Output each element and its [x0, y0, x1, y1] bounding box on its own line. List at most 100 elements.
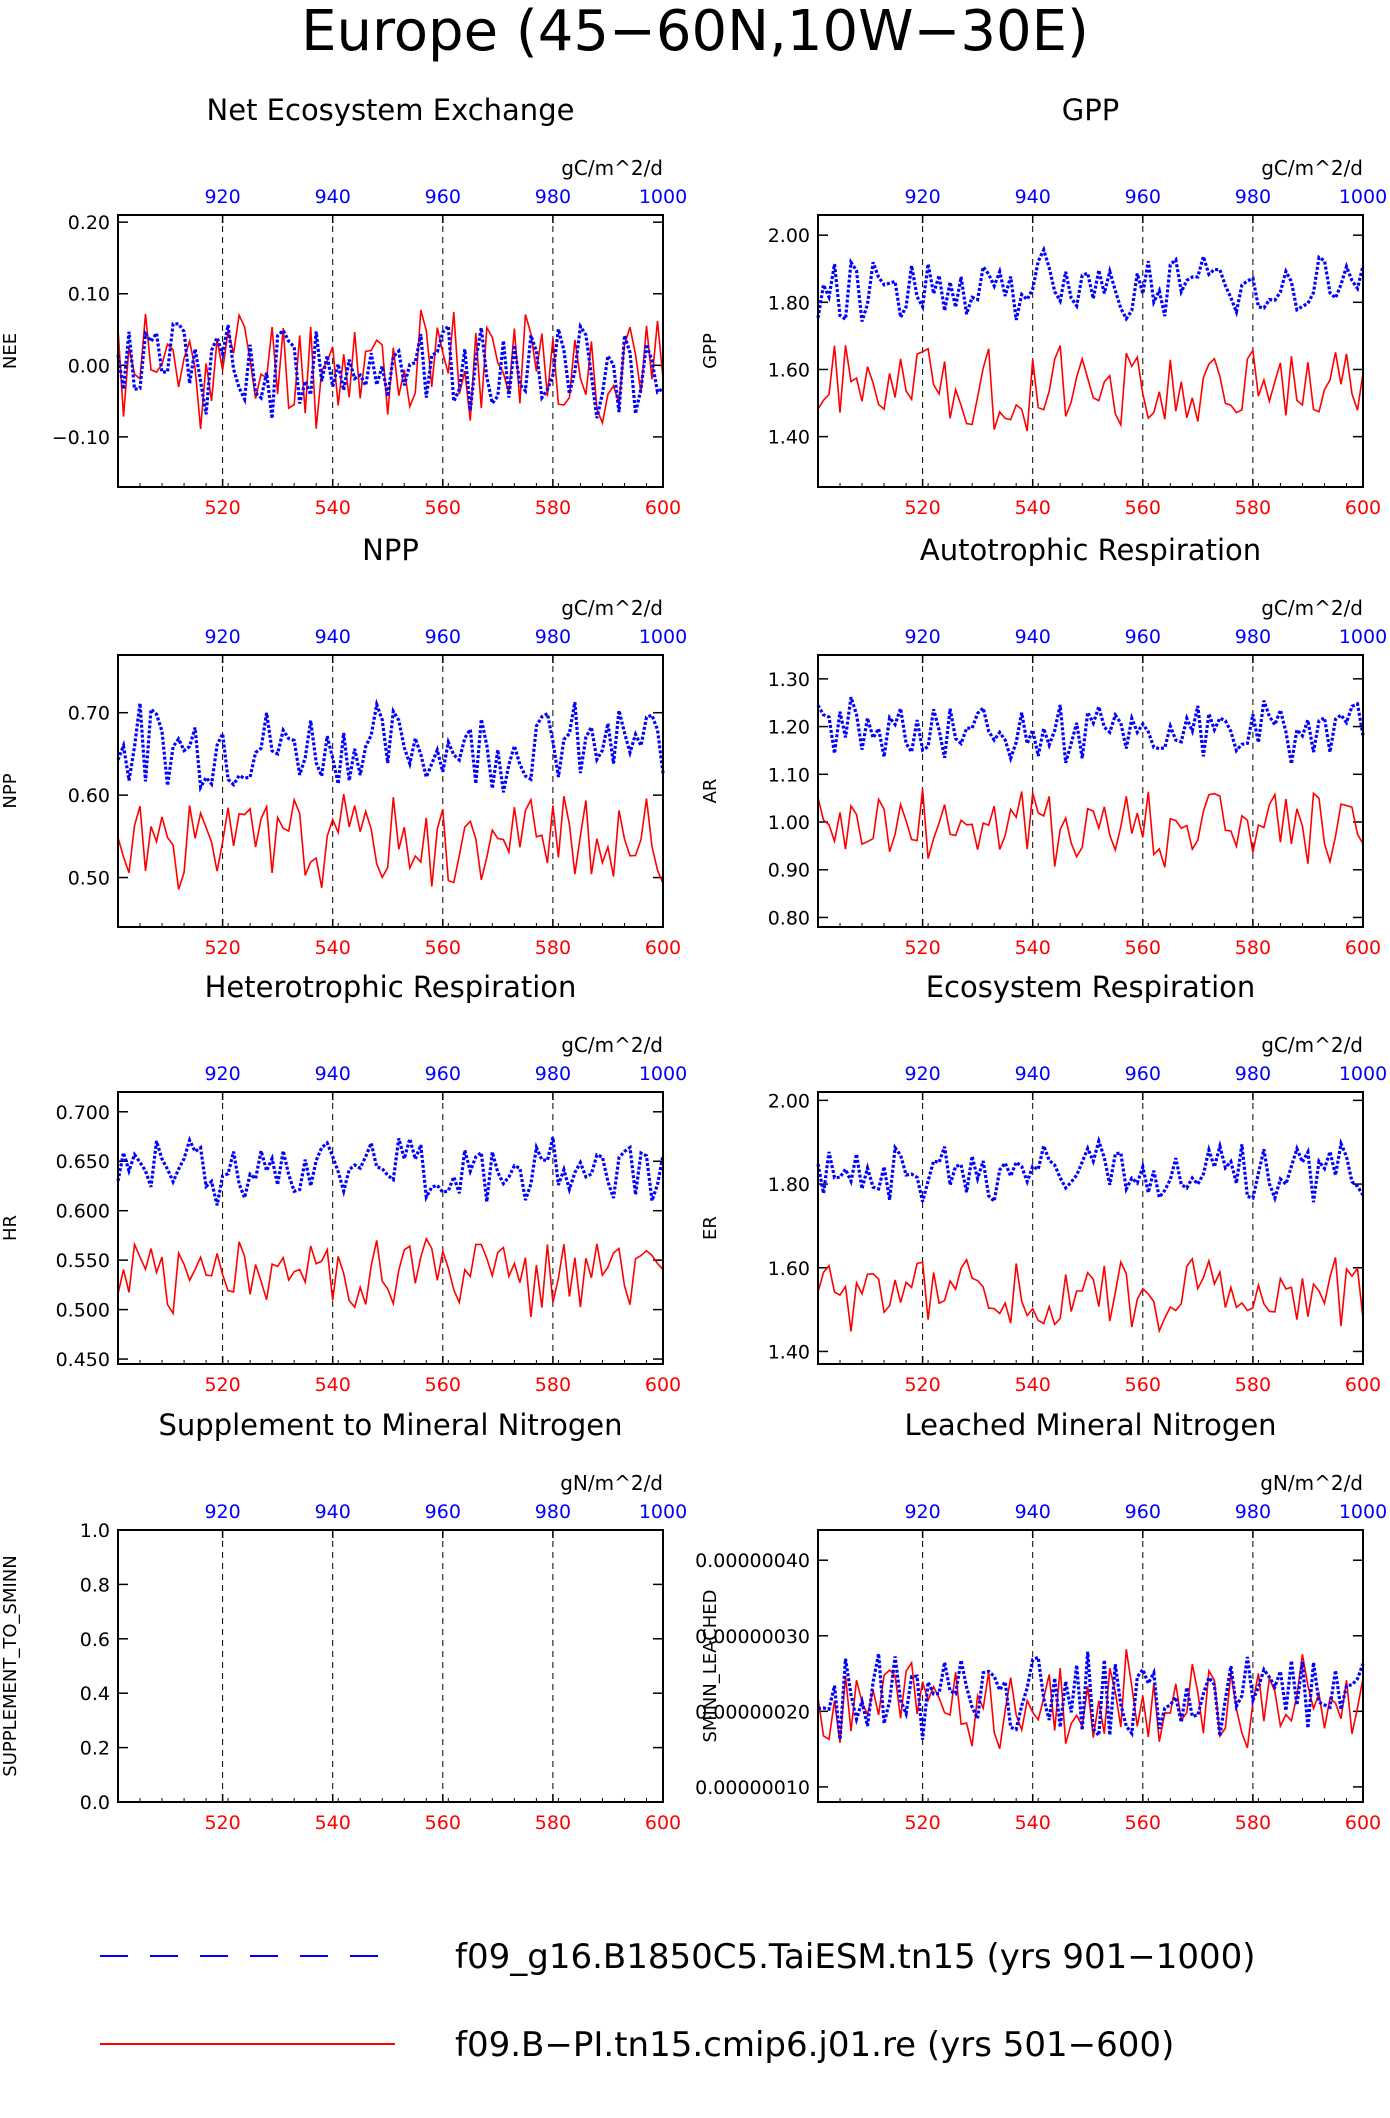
top-tick-label: 940 — [1015, 186, 1051, 208]
units-label: gC/m^2/d — [1261, 1033, 1363, 1057]
plot-frame — [817, 654, 1364, 928]
x-tick-label: 520 — [204, 1812, 240, 1834]
x-tick-label: 580 — [1235, 937, 1271, 959]
panel-7: Leached Mineral Nitrogen gN/m^2/d SMINN_LE… — [695, 1408, 1387, 1834]
x-tick-label: 560 — [425, 1374, 461, 1396]
y-tick-label: 0.20 — [68, 212, 110, 234]
y-tick-label: 0.8 — [80, 1574, 110, 1596]
units-label: gC/m^2/d — [1261, 156, 1363, 180]
series-line-blue — [816, 245, 1365, 323]
y-axis-label: SUPPLEMENT_TO_SMINN — [0, 1555, 21, 1776]
top-tick-label: 920 — [904, 1501, 940, 1523]
y-tick-label: 0.10 — [68, 284, 110, 306]
units-label: gC/m^2/d — [561, 156, 663, 180]
top-tick-label: 980 — [535, 626, 571, 648]
panel-2: NPP gC/m^2/d NPP 520 540 560 580 600 920 940 960 98… — [0, 533, 687, 959]
top-tick-label: 940 — [315, 1501, 351, 1523]
top-tick-label: 960 — [425, 186, 461, 208]
top-tick-label: 940 — [315, 1063, 351, 1085]
panel-4: Heterotrophic Respiration gC/m^2/d HR 520 54… — [0, 970, 687, 1396]
y-tick-label: 0.90 — [768, 860, 810, 882]
x-tick-label: 540 — [315, 1812, 351, 1834]
x-tick-label: 600 — [1345, 937, 1381, 959]
top-tick-label: 920 — [204, 186, 240, 208]
y-tick-label: 0.650 — [56, 1151, 110, 1173]
series-line-red — [117, 309, 664, 430]
x-tick-label: 540 — [1015, 937, 1051, 959]
x-tick-label: 580 — [1235, 1374, 1271, 1396]
x-tick-label: 600 — [645, 1374, 681, 1396]
x-tick-label: 540 — [315, 937, 351, 959]
panels-group: Net Ecosystem Exchange gC/m^2/d NEE 520 540 5… — [0, 93, 1387, 1834]
top-tick-label: 960 — [1125, 186, 1161, 208]
series-line-red — [817, 789, 1364, 868]
y-tick-label: 1.10 — [768, 764, 810, 786]
panel-1: GPP gC/m^2/d GPP 520 540 560 580 600 920 940 960 98… — [700, 93, 1387, 519]
x-tick-label: 600 — [645, 497, 681, 519]
top-tick-label: 1000 — [1339, 1063, 1387, 1085]
top-tick-label: 960 — [1125, 626, 1161, 648]
y-tick-label: 0.00000020 — [695, 1701, 810, 1723]
panel-title: Heterotrophic Respiration — [205, 970, 577, 1004]
top-tick-label: 940 — [1015, 1501, 1051, 1523]
units-label: gC/m^2/d — [561, 1033, 663, 1057]
series-line-blue — [817, 1651, 1365, 1740]
top-tick-label: 980 — [1235, 1501, 1271, 1523]
y-axis-label: NPP — [0, 773, 21, 808]
top-tick-label: 1000 — [639, 186, 687, 208]
y-tick-label: 1.00 — [768, 812, 810, 834]
series-line-blue — [816, 696, 1365, 765]
y-axis-label: HR — [0, 1215, 21, 1241]
plot-frame — [817, 1091, 1364, 1365]
top-tick-label: 920 — [904, 1063, 940, 1085]
panel-5: Ecosystem Respiration gC/m^2/d ER 520 540 560… — [700, 970, 1387, 1396]
units-label: gN/m^2/d — [1260, 1471, 1363, 1495]
x-tick-label: 580 — [1235, 497, 1271, 519]
units-label: gN/m^2/d — [560, 1471, 663, 1495]
panel-title: Autotrophic Respiration — [920, 533, 1261, 567]
y-axis-label: ER — [700, 1216, 721, 1240]
panel-title: Leached Mineral Nitrogen — [904, 1408, 1276, 1442]
x-tick-label: 540 — [1015, 497, 1051, 519]
y-tick-label: 2.00 — [768, 225, 810, 247]
x-tick-label: 520 — [204, 937, 240, 959]
top-tick-label: 1000 — [1339, 1501, 1387, 1523]
plot-frame — [117, 654, 664, 928]
y-tick-label: 0.70 — [68, 703, 110, 725]
x-tick-label: 600 — [645, 937, 681, 959]
top-tick-label: 960 — [425, 1501, 461, 1523]
top-tick-label: 920 — [904, 186, 940, 208]
x-tick-label: 560 — [425, 497, 461, 519]
series-line-red — [117, 1236, 664, 1318]
x-tick-label: 540 — [315, 1374, 351, 1396]
y-tick-label: 1.30 — [768, 669, 810, 691]
y-tick-label: 0.00 — [68, 355, 110, 377]
y-tick-label: 0.550 — [56, 1250, 110, 1272]
x-tick-label: 520 — [904, 1812, 940, 1834]
y-tick-label: 1.60 — [768, 1258, 810, 1280]
top-tick-label: 980 — [1235, 186, 1271, 208]
y-tick-label: 0.500 — [56, 1300, 110, 1322]
y-tick-label: 1.0 — [80, 1520, 110, 1542]
legend: f09_g16.B1850C5.TaiESM.tn15 (yrs 901−100… — [100, 1937, 1256, 2065]
top-tick-label: 1000 — [1339, 186, 1387, 208]
plot-frame — [817, 1529, 1364, 1803]
series-line-red — [117, 793, 664, 890]
x-tick-label: 580 — [535, 937, 571, 959]
top-tick-label: 980 — [1235, 626, 1271, 648]
y-tick-label: 0.600 — [56, 1201, 110, 1223]
y-tick-label: 0.4 — [80, 1683, 110, 1705]
x-tick-label: 580 — [535, 1812, 571, 1834]
plot-frame — [117, 1529, 664, 1803]
top-tick-label: 1000 — [639, 1501, 687, 1523]
top-tick-label: 940 — [315, 186, 351, 208]
x-tick-label: 580 — [535, 497, 571, 519]
x-tick-label: 520 — [904, 497, 940, 519]
x-tick-label: 580 — [535, 1374, 571, 1396]
legend-label: f09_g16.B1850C5.TaiESM.tn15 (yrs 901−100… — [455, 1937, 1256, 1977]
top-tick-label: 980 — [1235, 1063, 1271, 1085]
panel-0: Net Ecosystem Exchange gC/m^2/d NEE 520 540 5… — [0, 93, 687, 519]
y-tick-label: 1.80 — [768, 292, 810, 314]
panel-title: Ecosystem Respiration — [926, 970, 1256, 1004]
figure-title: Europe (45−60N,10W−30E) — [301, 0, 1089, 64]
